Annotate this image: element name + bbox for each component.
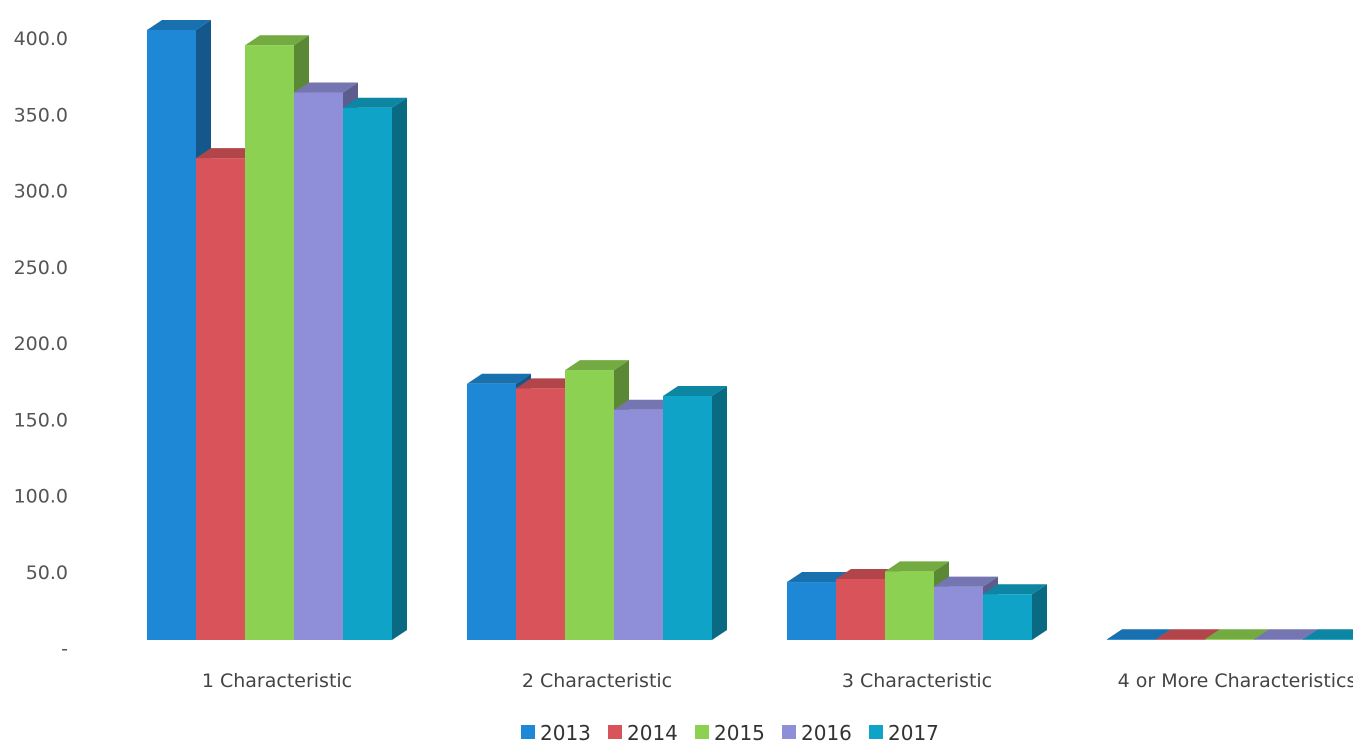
bar-front [787, 582, 836, 640]
y-tick-label: 300.0 [14, 181, 68, 203]
bar-top [787, 572, 851, 583]
y-tick-label: 250.0 [14, 257, 68, 279]
bar-top [614, 399, 678, 410]
legend-label: 2014 [627, 721, 678, 745]
bar-top [1303, 629, 1353, 640]
bar-front [343, 107, 392, 640]
legend-item: 2017 [869, 721, 939, 745]
bar-front [1205, 639, 1254, 640]
legend-item: 2016 [782, 721, 852, 745]
bar-front [294, 92, 343, 640]
y-tick-label: - [61, 638, 68, 660]
y-tick-label: 400.0 [14, 28, 68, 50]
legend-swatch [695, 725, 709, 739]
bars [147, 20, 1353, 640]
legend-label: 2013 [540, 721, 591, 745]
bar-front [885, 571, 934, 640]
bar-top [516, 378, 580, 389]
bar-top [467, 373, 531, 384]
bar-top [565, 360, 629, 371]
bar-group [787, 561, 1047, 640]
legend-item: 2015 [695, 721, 765, 745]
bar [343, 97, 407, 640]
y-axis: - 50.0 100.0 150.0 200.0 250.0 300.0 350.0 400.0 [14, 28, 68, 660]
category-label: 1 Characteristic [202, 670, 352, 692]
y-tick-label: 150.0 [14, 409, 68, 431]
bar-side [392, 97, 407, 640]
bar-front [663, 396, 712, 640]
bar-top [294, 82, 358, 93]
bar [663, 386, 727, 640]
category-label: 4 or More Characteristics [1118, 670, 1353, 692]
legend-swatch [521, 725, 535, 739]
bar-front [147, 30, 196, 640]
bar-group [467, 360, 727, 640]
bar-front [1156, 639, 1205, 640]
legend-label: 2015 [714, 721, 765, 745]
bar-top [1205, 629, 1269, 640]
bar-front [467, 383, 516, 640]
category-label: 2 Characteristic [522, 670, 672, 692]
bar-front [614, 409, 663, 640]
bar-top [1107, 629, 1171, 640]
bar-front [836, 579, 885, 640]
y-tick-label: 200.0 [14, 333, 68, 355]
bar-top [836, 569, 900, 579]
bar-group [147, 20, 407, 640]
bar-front [1254, 639, 1303, 640]
bar-top [934, 576, 998, 587]
bar-front [934, 586, 983, 640]
bar-front [196, 158, 245, 640]
bar-top [343, 97, 407, 108]
bar-front [1303, 639, 1352, 640]
y-tick-label: 350.0 [14, 104, 68, 126]
bar-side [1032, 584, 1047, 640]
legend-label: 2017 [888, 721, 939, 745]
bar-front [245, 45, 294, 640]
category-label: 3 Characteristic [842, 670, 992, 692]
bar-front [565, 370, 614, 640]
bar-top [196, 148, 260, 159]
bar-front [1107, 639, 1156, 640]
bar-top [1254, 629, 1318, 640]
bar-group [1107, 629, 1353, 640]
bar-top [245, 35, 309, 46]
x-axis: 1 Characteristic 2 Characteristic 3 Charac… [202, 670, 1353, 692]
legend-swatch [869, 725, 883, 739]
bar-top [663, 386, 727, 396]
legend-swatch [782, 725, 796, 739]
y-tick-label: 100.0 [14, 486, 68, 508]
legend-item: 2013 [521, 721, 591, 745]
legend: 2013 2014 2015 2016 2017 [521, 721, 939, 745]
y-tick-label: 50.0 [26, 562, 68, 584]
legend-item: 2014 [608, 721, 678, 745]
legend-swatch [608, 725, 622, 739]
bar-top [1156, 629, 1220, 640]
legend-label: 2016 [801, 721, 852, 745]
bar-front [516, 388, 565, 640]
bar-top [983, 584, 1047, 595]
bar-side [712, 386, 727, 640]
bar [983, 584, 1047, 640]
bar-top [147, 20, 211, 30]
bar-top [885, 561, 949, 572]
bar-front [983, 594, 1032, 640]
